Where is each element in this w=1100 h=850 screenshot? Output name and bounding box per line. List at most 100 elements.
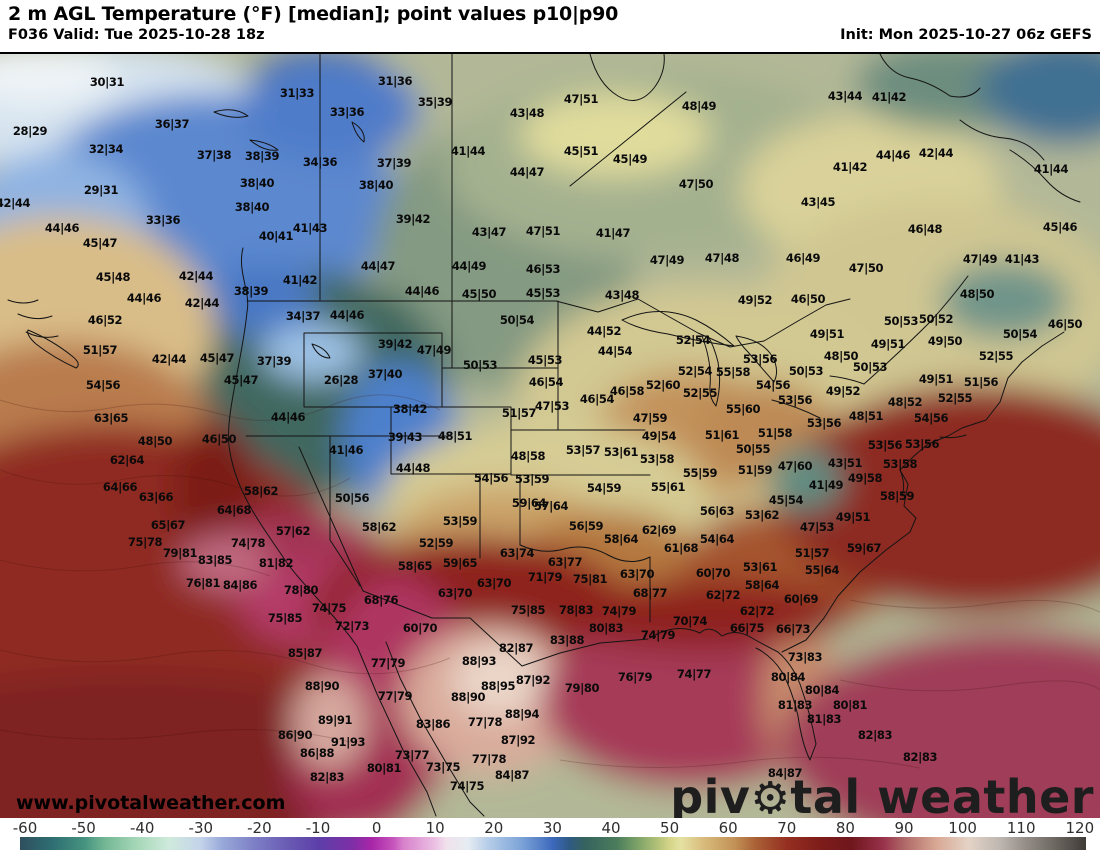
point-value: 48|52 bbox=[887, 395, 923, 409]
point-value: 44|54 bbox=[597, 344, 633, 358]
point-value: 37|38 bbox=[196, 148, 232, 162]
point-value: 31|33 bbox=[279, 86, 315, 100]
point-value: 31|36 bbox=[377, 74, 413, 88]
point-value: 63|70 bbox=[476, 576, 512, 590]
colorbar-tick: -20 bbox=[247, 819, 272, 837]
point-value: 87|92 bbox=[515, 673, 551, 687]
point-value: 88|95 bbox=[480, 679, 516, 693]
point-value: 83|86 bbox=[415, 717, 451, 731]
point-value: 36|37 bbox=[154, 117, 190, 131]
point-value: 52|54 bbox=[675, 333, 711, 347]
point-value: 46|52 bbox=[87, 313, 123, 327]
point-value: 53|61 bbox=[742, 560, 778, 574]
point-value: 65|67 bbox=[150, 518, 186, 532]
point-value: 28|29 bbox=[12, 124, 48, 138]
point-value: 41|43 bbox=[1004, 252, 1040, 266]
point-value: 63|74 bbox=[499, 546, 535, 560]
point-value: 44|49 bbox=[451, 259, 487, 273]
point-value: 45|54 bbox=[768, 493, 804, 507]
point-value: 74|79 bbox=[601, 604, 637, 618]
point-value: 58|65 bbox=[397, 559, 433, 573]
point-value: 58|62 bbox=[243, 484, 279, 498]
point-value: 53|57 bbox=[565, 443, 601, 457]
point-value: 39|43 bbox=[387, 430, 423, 444]
point-value: 45|47 bbox=[199, 351, 235, 365]
point-value: 44|52 bbox=[586, 324, 622, 338]
point-value: 54|56 bbox=[473, 471, 509, 485]
colorbar-tick: 120 bbox=[1065, 819, 1095, 837]
contour-lines bbox=[0, 394, 1100, 769]
point-values-layer: 30|31 28|29 36|37 32|34 37|38 38|39 38|40 29|31… bbox=[0, 54, 1100, 818]
point-value: 77|79 bbox=[370, 656, 406, 670]
map-canvas[interactable]: 30|31 28|29 36|37 32|34 37|38 38|39 38|40 29|31… bbox=[0, 54, 1100, 818]
point-value: 50|54 bbox=[499, 313, 535, 327]
point-value: 61|68 bbox=[663, 541, 699, 555]
point-value: 62|72 bbox=[705, 588, 741, 602]
point-value: 35|39 bbox=[417, 95, 453, 109]
point-value: 41|46 bbox=[328, 443, 364, 457]
point-value: 84|87 bbox=[494, 768, 530, 782]
point-value: 45|53 bbox=[525, 286, 561, 300]
point-value: 53|58 bbox=[639, 452, 675, 466]
point-value: 55|58 bbox=[715, 365, 751, 379]
colorbar-tick: 70 bbox=[777, 819, 797, 837]
point-value: 58|64 bbox=[603, 532, 639, 546]
point-value: 80|83 bbox=[588, 621, 624, 635]
point-value: 51|58 bbox=[757, 426, 793, 440]
point-value: 66|73 bbox=[775, 622, 811, 636]
point-value: 40|41 bbox=[258, 229, 294, 243]
point-value: 74|75 bbox=[449, 779, 485, 793]
temperature-field-graphic bbox=[0, 54, 1100, 818]
point-value: 50|53 bbox=[788, 364, 824, 378]
valid-time-label: F036 Valid: Tue 2025-10-28 18z bbox=[8, 27, 265, 43]
colorbar-tick: 80 bbox=[835, 819, 855, 837]
point-value: 56|59 bbox=[568, 519, 604, 533]
point-value: 77|78 bbox=[471, 752, 507, 766]
point-value: 70|74 bbox=[672, 614, 708, 628]
point-value: 42|44 bbox=[184, 296, 220, 310]
point-value: 52|60 bbox=[645, 378, 681, 392]
point-value: 34|36 bbox=[302, 155, 338, 169]
gear-icon: ⚙ bbox=[750, 773, 791, 818]
point-value: 75|85 bbox=[510, 603, 546, 617]
point-value: 33|36 bbox=[329, 105, 365, 119]
point-value: 46|48 bbox=[907, 222, 943, 236]
colorbar-tick: 100 bbox=[948, 819, 977, 837]
point-value: 52|59 bbox=[418, 536, 454, 550]
colorbar-tick: -30 bbox=[188, 819, 214, 837]
point-value: 82|83 bbox=[857, 728, 893, 742]
point-value: 63|70 bbox=[437, 586, 473, 600]
point-value: 48|50 bbox=[959, 287, 995, 301]
point-value: 81|83 bbox=[777, 698, 813, 712]
point-value: 48|58 bbox=[510, 449, 546, 463]
point-value: 46|50 bbox=[790, 292, 826, 306]
point-value: 41|42 bbox=[832, 160, 868, 174]
point-value: 82|83 bbox=[902, 750, 938, 764]
point-value: 81|82 bbox=[258, 556, 294, 570]
point-value: 55|60 bbox=[725, 402, 761, 416]
point-value: 41|42 bbox=[871, 90, 907, 104]
point-value: 84|87 bbox=[767, 766, 803, 780]
point-value: 44|48 bbox=[395, 461, 431, 475]
point-value: 45|50 bbox=[461, 287, 497, 301]
point-value: 88|93 bbox=[461, 654, 497, 668]
colorbar-tick: -60 bbox=[12, 819, 38, 837]
point-value: 73|83 bbox=[787, 650, 823, 664]
point-value: 63|66 bbox=[138, 490, 174, 504]
point-value: 43|45 bbox=[800, 195, 836, 209]
point-value: 49|51 bbox=[918, 372, 954, 386]
point-value: 58|59 bbox=[879, 489, 915, 503]
point-value: 47|50 bbox=[678, 177, 714, 191]
colorbar-tick: -40 bbox=[129, 819, 155, 837]
point-value: 48|50 bbox=[823, 349, 859, 363]
point-value: 62|69 bbox=[641, 523, 677, 537]
point-value: 75|78 bbox=[127, 535, 163, 549]
point-value: 29|31 bbox=[83, 183, 119, 197]
point-value: 48|50 bbox=[137, 434, 173, 448]
colorbar: -60 -50 -40 -30 -20 -10 0 10 20 30 40 50 60 70 80 90 100… bbox=[0, 818, 1100, 850]
point-value: 88|94 bbox=[504, 707, 540, 721]
colorbar-tick: 20 bbox=[484, 819, 504, 837]
point-value: 80|84 bbox=[804, 683, 840, 697]
point-value: 68|76 bbox=[363, 593, 399, 607]
